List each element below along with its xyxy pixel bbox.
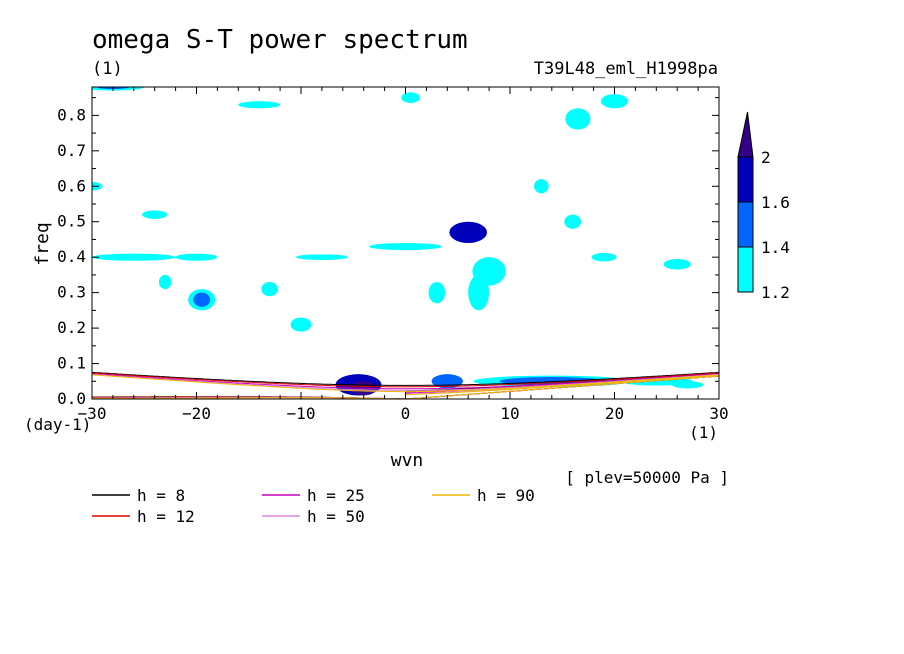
power-patches xyxy=(92,87,704,396)
x-tick-label: −20 xyxy=(182,404,211,423)
x-tick-label: 0 xyxy=(401,404,411,423)
colorbar: 1.2 1.4 1.6 2 xyxy=(737,111,790,302)
legend-label: h = 12 xyxy=(137,507,195,526)
colorbar-segment xyxy=(737,156,754,203)
power-patch xyxy=(92,253,176,261)
kelvin-curve xyxy=(405,375,719,399)
power-patch xyxy=(663,258,691,270)
x-tick-label: 10 xyxy=(500,404,519,423)
y-tick-label: 0.4 xyxy=(57,247,86,266)
colorbar-label: 1.6 xyxy=(761,193,790,212)
power-patch xyxy=(401,92,421,103)
plot-frame xyxy=(91,86,720,400)
power-patch xyxy=(238,101,281,109)
y-tick-label: 0.2 xyxy=(57,318,86,337)
mrg-curve xyxy=(405,374,719,396)
chart-title: omega S-T power spectrum xyxy=(92,25,468,55)
x-unit: (1) xyxy=(689,423,718,442)
rossby-curve xyxy=(92,397,406,399)
plev-annotation: [ plev=50000 Pa ] xyxy=(565,468,729,487)
power-patch xyxy=(290,317,312,332)
subtitle-right: T39L48_eml_H1998pa xyxy=(534,59,718,79)
colorbar-overflow-triangle xyxy=(737,111,754,158)
y-tick-label: 0.6 xyxy=(57,176,86,195)
y-axis-label: freq xyxy=(32,222,53,265)
power-patch xyxy=(175,253,218,261)
legend: h = 8 h = 12 h = 25 h = 50 h = 90 xyxy=(92,486,535,526)
gravity-curve xyxy=(92,373,719,390)
y-tick-label: 0.7 xyxy=(57,141,86,160)
subtitle-left: (1) xyxy=(92,59,123,79)
power-patch xyxy=(565,108,591,130)
x-axis: −30 −20 −10 0 10 20 30 xyxy=(78,87,729,423)
y-unit: (day-1) xyxy=(24,415,91,434)
power-patch xyxy=(671,381,704,389)
y-tick-label: 0.3 xyxy=(57,283,86,302)
power-patch xyxy=(295,254,349,261)
colorbar-label: 1.4 xyxy=(761,238,790,257)
legend-label: h = 8 xyxy=(137,486,185,505)
y-tick-label: 0.0 xyxy=(57,389,86,408)
y-tick-label: 0.5 xyxy=(57,212,86,231)
dispersion-curves xyxy=(92,371,719,399)
colorbar-label: 1.2 xyxy=(761,283,790,302)
gravity-curve xyxy=(92,372,719,388)
gravity-curve xyxy=(92,374,719,393)
y-tick-label: 0.8 xyxy=(57,105,86,124)
power-patch xyxy=(158,274,172,290)
y-axis: 0.0 0.1 0.2 0.3 0.4 0.5 0.6 0.7 0.8 xyxy=(57,97,719,408)
x-tick-label: −10 xyxy=(287,404,316,423)
power-patch xyxy=(142,210,168,219)
power-patch xyxy=(600,94,629,109)
legend-label: h = 50 xyxy=(307,507,365,526)
colorbar-label: 2 xyxy=(761,148,771,167)
legend-label: h = 25 xyxy=(307,486,365,505)
x-tick-label: −30 xyxy=(78,404,107,423)
y-tick-label: 0.1 xyxy=(57,354,86,373)
power-patch xyxy=(261,282,279,297)
power-patch xyxy=(193,292,211,307)
power-patch xyxy=(428,282,446,304)
power-patch xyxy=(591,252,617,262)
power-patch xyxy=(468,274,490,311)
power-patch xyxy=(449,221,488,243)
power-patch xyxy=(368,243,443,251)
gravity-curve xyxy=(92,371,719,386)
power-patch xyxy=(534,179,549,194)
x-tick-label: 30 xyxy=(709,404,728,423)
colorbar-segment xyxy=(737,201,754,248)
x-axis-label: wvn xyxy=(391,450,424,471)
legend-label: h = 90 xyxy=(477,486,535,505)
power-patch xyxy=(564,214,582,229)
x-tick-label: 20 xyxy=(605,404,624,423)
colorbar-segment xyxy=(737,246,754,293)
